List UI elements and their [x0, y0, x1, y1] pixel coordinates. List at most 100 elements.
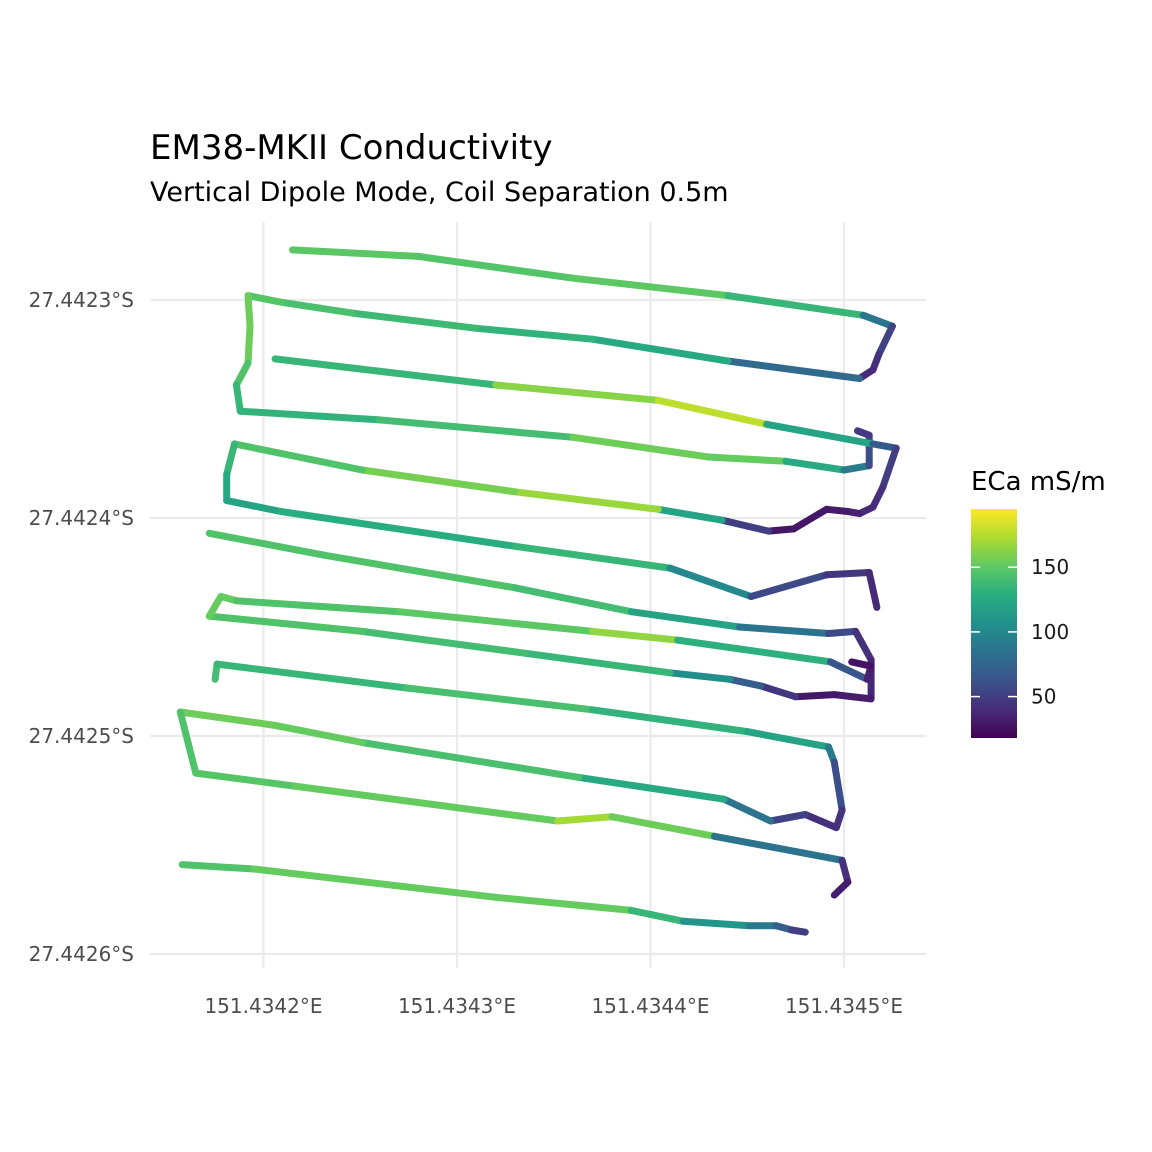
track-2-segment-5: [825, 627, 860, 637]
track-3-segment-6: [830, 758, 846, 814]
track-3-segment-19: [608, 813, 718, 840]
track-3-segment-1: [213, 660, 411, 692]
track-0-segment-9: [588, 335, 732, 365]
track-0-segment-2: [569, 274, 732, 300]
legend-title: ECa mS/m: [971, 467, 1106, 497]
track-3-segment-13: [269, 721, 366, 746]
track-0-segment-5: [875, 322, 896, 358]
y-tick-label-2: 27.4425°S: [29, 724, 134, 748]
legend-colorbar: [971, 509, 1017, 738]
track-0-segment-19: [376, 416, 577, 441]
track-2-segment-3: [627, 608, 743, 631]
track-3-segment-8: [801, 811, 840, 832]
track-3-segment-4: [743, 728, 832, 751]
track-1-segment-23: [747, 571, 831, 600]
track-3-segment-9: [767, 811, 809, 825]
track-1-segment-22: [666, 564, 755, 600]
x-tick-label-2: 151.4344°E: [591, 994, 709, 1018]
track-4-segment-3: [627, 906, 687, 925]
track-0-segment-13: [244, 292, 285, 306]
track-1-segment-6: [869, 484, 887, 511]
track-3-segment-15: [176, 708, 200, 777]
track-2-segment-11: [726, 675, 765, 690]
x-tick-label-3: 151.4345°E: [785, 994, 903, 1018]
x-axis-ticks: 151.4342°E 151.4343°E 151.4344°E 151.4345°E: [204, 994, 903, 1018]
track-3-segment-21: [838, 856, 852, 886]
y-tick-label-1: 27.4424°S: [29, 506, 134, 530]
track-2-segment-10: [757, 682, 800, 701]
track-3-segment-22: [830, 878, 852, 899]
legend-tick-label-0: 50: [1031, 685, 1056, 709]
track-0-segment-3: [724, 292, 867, 319]
x-tick-label-0: 151.4342°E: [204, 994, 322, 1018]
track-1-segment-19: [223, 497, 285, 515]
track-1-segment-5: [879, 444, 900, 491]
track-2-segment-0: [205, 529, 327, 559]
track-0-segment-21: [705, 453, 790, 465]
color-legend: ECa mS/m 50 100 150: [971, 467, 1106, 738]
track-3-segment-17: [291, 782, 562, 825]
track-1-segment-13: [654, 505, 726, 524]
track-2-segment-16: [205, 593, 225, 620]
track-2-segment-24: [848, 658, 875, 670]
track-0-segment-14: [244, 292, 254, 330]
track-2-segment-21: [674, 636, 834, 666]
track-1-segment-2: [654, 396, 771, 428]
track-1-segment-11: [765, 525, 798, 535]
track-0-segment-23: [840, 462, 873, 474]
x-tick-label-1: 151.4343°E: [398, 994, 516, 1018]
track-3-segment-14: [176, 708, 277, 729]
track-0-segment-16: [232, 359, 252, 389]
track-0-segment-10: [472, 324, 596, 343]
track-1-segment-10: [790, 505, 831, 533]
track-4-segment-0: [178, 861, 258, 873]
track-3-segment-2: [403, 684, 596, 714]
y-tick-label-0: 27.4423°S: [29, 288, 134, 312]
track-2-segment-13: [521, 649, 674, 677]
track-0-segment-15: [244, 322, 254, 367]
track-1: [223, 355, 900, 611]
track-2-segment-19: [395, 608, 596, 635]
track-0-segment-12: [277, 298, 356, 317]
survey-tracks: [176, 246, 900, 936]
track-3-segment-11: [575, 773, 728, 803]
track-2-segment-4: [736, 623, 832, 637]
track-3-segment-18: [554, 813, 616, 825]
track-0-segment-8: [724, 357, 863, 382]
track-1-segment-17: [223, 440, 238, 478]
track-1-segment-25: [865, 569, 881, 611]
track-0: [232, 246, 896, 474]
track-4-segment-4: [679, 917, 753, 930]
track-1-segment-1: [492, 381, 662, 404]
track-2-segment-8: [830, 691, 875, 703]
legend-tick-label-2: 150: [1031, 555, 1069, 579]
chart-subtitle: Vertical Dipole Mode, Coil Separation 0.…: [150, 177, 729, 208]
track-0-segment-18: [236, 407, 384, 424]
track-0-segment-0: [289, 246, 422, 260]
track-0-segment-20: [569, 433, 712, 461]
y-tick-label-3: 27.4426°S: [29, 942, 134, 966]
track-0-segment-22: [782, 457, 848, 474]
track-4: [178, 861, 809, 936]
track-2-segment-18: [232, 597, 403, 616]
track-1-segment-9: [823, 505, 852, 515]
track-1-segment-24: [823, 569, 873, 579]
track-1-segment-0: [271, 355, 500, 389]
track-3-segment-3: [588, 706, 751, 736]
track-3-segment-16: [192, 769, 298, 790]
track-1-segment-20: [277, 508, 519, 550]
track-2-segment-2: [511, 584, 635, 616]
track-1-segment-16: [231, 440, 366, 474]
track-2-segment-6: [852, 627, 875, 664]
legend-tick-label-1: 100: [1031, 620, 1069, 644]
track-1-segment-4: [869, 440, 900, 452]
track-4-segment-2: [492, 893, 635, 914]
track-1-segment-12: [718, 516, 772, 535]
track-0-segment-11: [349, 309, 480, 332]
track-3: [176, 660, 852, 899]
track-2-segment-15: [205, 612, 366, 635]
track-3-segment-20: [710, 832, 846, 864]
legend-ticks: 50 100 150: [971, 555, 1069, 709]
track-0-segment-17: [232, 381, 244, 415]
